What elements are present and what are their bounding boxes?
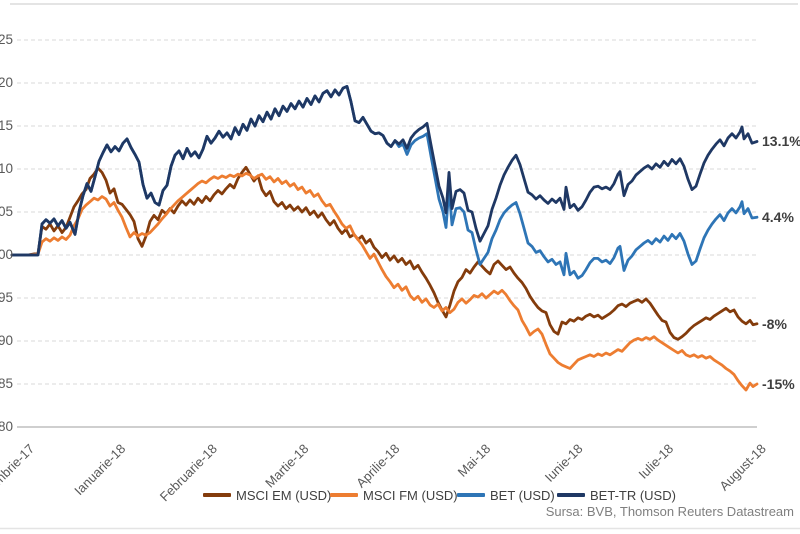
- series-line-msci-fm-usd: [10, 171, 759, 392]
- y-axis-label: 120: [0, 75, 13, 90]
- legend-line-swatch-bet-tr-usd: [557, 493, 585, 497]
- legend-label-msci-fm-usd: MSCI FM (USD): [363, 487, 458, 503]
- y-axis-label: 95: [0, 290, 13, 305]
- legend-line-swatch-msci-fm-usd: [330, 493, 358, 497]
- series-line-bet-tr-usd: [10, 85, 759, 257]
- source-note: Sursa: BVB, Thomson Reuters Datastream: [545, 504, 794, 519]
- legend-label-bet-usd: BET (USD): [490, 487, 555, 503]
- series-line-bet-usd: [10, 85, 759, 280]
- legend-line-swatch-bet-usd: [457, 493, 485, 497]
- end-value-label-bet-usd: 4.4%: [762, 209, 794, 226]
- legend-item-msci-em-usd: MSCI EM (USD): [203, 487, 331, 503]
- end-value-label-msci-fm-usd: -15%: [762, 376, 795, 392]
- legend-line-swatch-msci-em-usd: [203, 493, 231, 497]
- y-axis-label: 85: [0, 376, 13, 391]
- legend-item-bet-usd: BET (USD): [457, 487, 555, 503]
- y-axis-label: 110: [0, 161, 13, 176]
- legend-item-msci-fm-usd: MSCI FM (USD): [330, 487, 458, 503]
- y-axis-label: 100: [0, 247, 13, 262]
- y-axis-label: 90: [0, 333, 13, 348]
- legend-label-bet-tr-usd: BET-TR (USD): [590, 487, 676, 503]
- y-axis-label: 125: [0, 32, 13, 47]
- y-axis-label: 105: [0, 204, 13, 219]
- y-axis-label: 80: [0, 419, 13, 434]
- legend-item-bet-tr-usd: BET-TR (USD): [557, 487, 676, 503]
- end-value-label-msci-em-usd: -8%: [762, 315, 787, 332]
- series-line-msci-em-usd: [10, 165, 759, 341]
- y-axis-label: 115: [0, 118, 13, 133]
- end-value-label-bet-tr-usd: 13.1%: [762, 133, 800, 150]
- legend-label-msci-em-usd: MSCI EM (USD): [236, 487, 332, 503]
